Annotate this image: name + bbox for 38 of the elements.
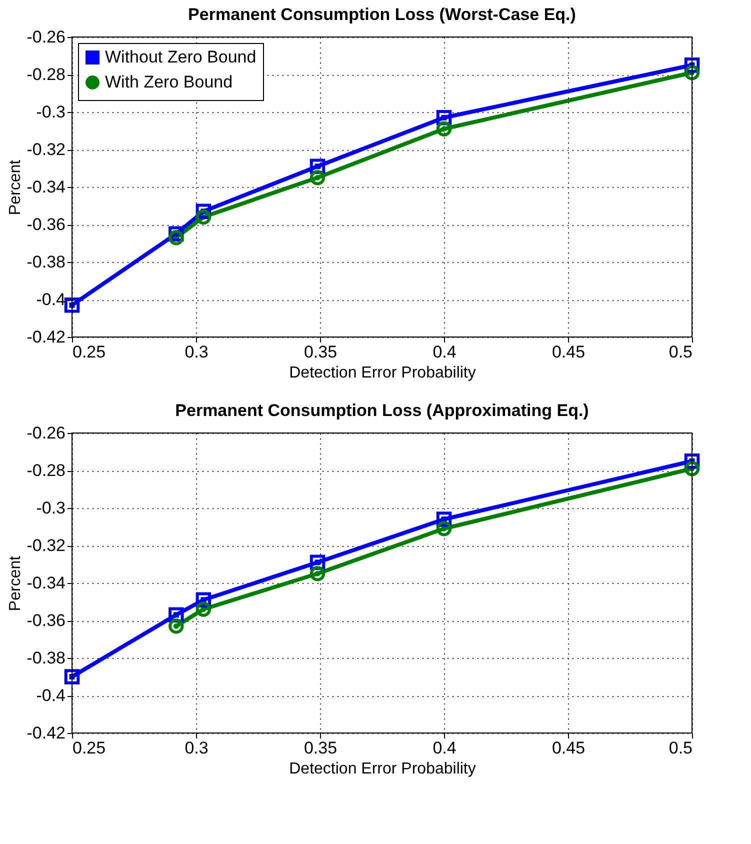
y-tick-label: -0.28	[26, 65, 66, 84]
y-axis-title: Percent	[6, 159, 24, 216]
y-tick-label: -0.42	[26, 328, 66, 346]
y-tick-label: -0.32	[26, 140, 66, 159]
x-tick-label: 0.5	[668, 738, 692, 758]
y-tick-label: -0.36	[26, 215, 66, 234]
x-tick-label: 0.25	[72, 342, 106, 362]
y-tick-label: -0.32	[26, 536, 66, 555]
y-tick-label: -0.26	[26, 28, 66, 46]
x-tick-label: 0.5	[668, 342, 692, 362]
x-tick-label: 0.25	[72, 738, 106, 758]
y-tick-label: -0.38	[26, 648, 66, 668]
legend-label: With Zero Bound	[105, 72, 233, 92]
legend-label: Without Zero Bound	[105, 48, 256, 66]
x-axis-title: Detection Error Probability	[289, 364, 476, 382]
y-tick-label: -0.36	[26, 611, 66, 630]
x-tick-label: 0.35	[304, 738, 338, 758]
y-tick-label: -0.38	[26, 252, 66, 272]
x-tick-label: 0.4	[432, 342, 456, 362]
y-tick-label: -0.34	[26, 574, 66, 592]
y-tick-label: -0.34	[26, 178, 66, 196]
x-tick-label: 0.45	[552, 342, 586, 362]
chart-title: Permanent Consumption Loss (Approximating Eq.)	[175, 401, 589, 420]
y-tick-label: -0.42	[26, 724, 66, 742]
x-tick-label: 0.3	[184, 342, 208, 362]
x-tick-label: 0.35	[304, 342, 338, 362]
x-tick-label: 0.45	[552, 738, 586, 758]
y-tick-label: -0.26	[26, 424, 66, 442]
x-tick-label: 0.4	[432, 738, 456, 758]
x-tick-label: 0.3	[184, 738, 208, 758]
y-tick-label: -0.4	[36, 290, 66, 309]
x-axis-title: Detection Error Probability	[289, 760, 476, 778]
y-tick-label: -0.28	[26, 461, 66, 480]
chart-title: Permanent Consumption Loss (Worst-Case Eq.)	[188, 5, 576, 24]
y-tick-label: -0.3	[36, 102, 66, 122]
y-axis-title: Percent	[6, 555, 24, 612]
y-tick-label: -0.3	[36, 498, 66, 518]
y-tick-label: -0.4	[36, 686, 66, 705]
